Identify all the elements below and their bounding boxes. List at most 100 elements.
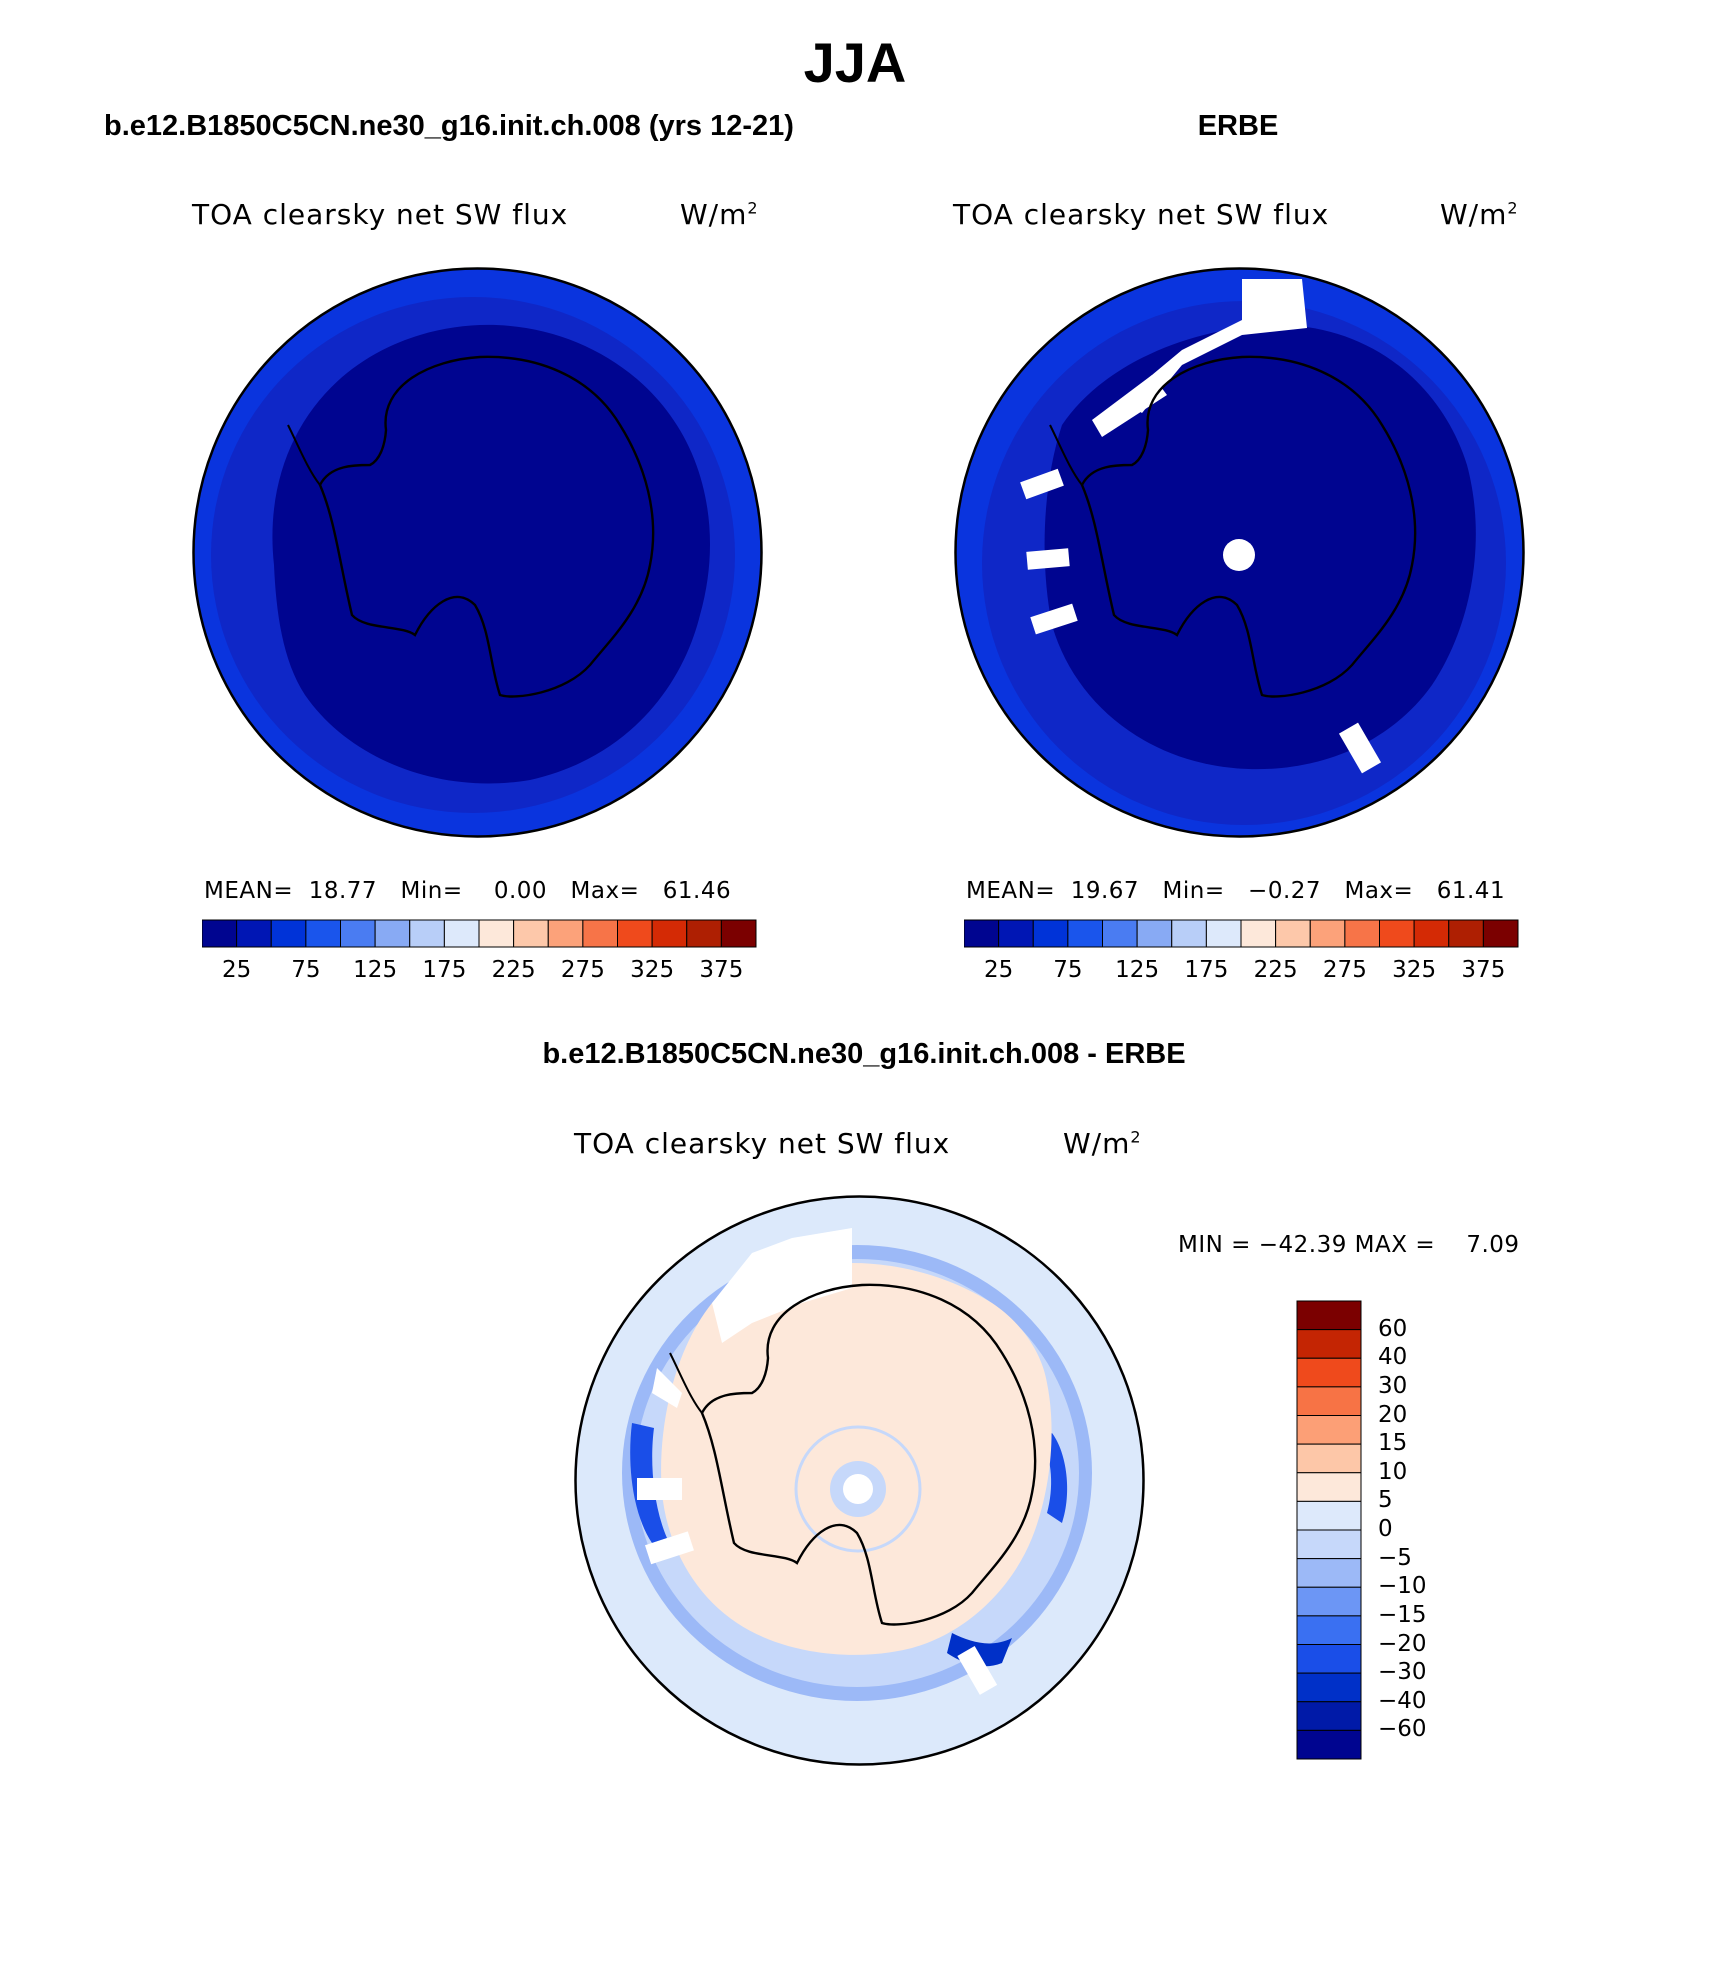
colorbar-swatch	[547, 919, 584, 948]
colorbar-swatch	[443, 919, 480, 948]
colorbar-tick-label: −15	[1378, 1601, 1427, 1628]
colorbar-tick-label: 325	[1392, 957, 1437, 983]
colorbar-tick-label: 30	[1378, 1372, 1408, 1399]
colorbar-swatch	[513, 919, 549, 948]
colorbar-swatch	[1379, 919, 1415, 948]
panel1-variable-label: TOA clearsky net SW flux	[192, 198, 569, 231]
panel2-missing-data	[1020, 468, 1064, 500]
colorbar-swatch	[1448, 919, 1484, 948]
figure-title: JJA	[803, 31, 907, 94]
colorbar-swatch	[1296, 1615, 1362, 1645]
panel3-polar-map	[574, 1195, 1145, 1766]
panel3-missing-data	[652, 1368, 682, 1408]
colorbar-tick-label: 175	[422, 957, 467, 983]
colorbar-tick-label: 10	[1378, 1458, 1408, 1485]
colorbar-tick-label: 375	[699, 957, 744, 983]
panel1-inner-field	[272, 324, 710, 784]
colorbar-tick-label: −10	[1378, 1573, 1427, 1600]
colorbar-swatch	[1482, 919, 1519, 948]
panel3-units: W/m2	[1063, 1127, 1142, 1160]
panel3-missing-data	[637, 1478, 682, 1500]
panel1-antarctica-coastline	[318, 355, 655, 698]
colorbar-tick-label: 125	[1115, 957, 1160, 983]
panel1-polar-map	[192, 267, 763, 838]
colorbar-tick-label: −20	[1378, 1630, 1427, 1657]
panel3-missing-data-pole	[843, 1474, 873, 1504]
panel2-inner-field	[1044, 325, 1476, 770]
colorbar-swatch	[1309, 919, 1346, 948]
colorbar-tick-label: 5	[1378, 1487, 1393, 1514]
panel2-map-border	[954, 267, 1525, 838]
colorbar-swatch	[1296, 1586, 1362, 1617]
colorbar-swatch	[686, 919, 722, 948]
panel3-title: b.e12.B1850C5CN.ne30_g16.init.ch.008 - E…	[542, 1038, 1186, 1070]
panel2-missing-data	[1026, 548, 1070, 570]
colorbar-tick-label: 75	[291, 957, 321, 983]
colorbar-swatch	[1296, 1672, 1362, 1703]
colorbar-tick-label: 15	[1378, 1430, 1408, 1457]
colorbar-swatch	[374, 919, 411, 948]
colorbar-tick-label: 60	[1378, 1315, 1408, 1342]
colorbar-swatch	[1296, 1415, 1362, 1445]
colorbar-swatch	[1296, 1529, 1362, 1560]
colorbar-swatch	[1413, 919, 1450, 948]
colorbar-tick-label: 275	[1322, 957, 1367, 983]
panel3-peninsula-coastline	[669, 1352, 703, 1414]
panel1-units: W/m2	[680, 198, 759, 231]
colorbar-swatch	[1296, 1729, 1362, 1760]
colorbar-swatch	[1296, 1500, 1362, 1531]
colorbar-swatch	[1171, 919, 1207, 948]
panel2-missing-data	[1338, 722, 1382, 774]
colorbar-swatch	[1205, 919, 1242, 948]
panel2-colorbar	[964, 919, 1519, 948]
colorbar-swatch	[270, 919, 307, 948]
panel3-missing-data	[712, 1228, 852, 1343]
colorbar-swatch	[1296, 1386, 1362, 1416]
colorbar-tick-label: 375	[1461, 957, 1506, 983]
panel2-missing-data-pole	[1223, 539, 1255, 571]
colorbar-swatch	[1296, 1443, 1362, 1474]
colorbar-tick-label: 175	[1184, 957, 1229, 983]
colorbar-tick-label: 225	[491, 957, 536, 983]
colorbar-swatch	[1296, 1701, 1362, 1731]
colorbar-swatch	[720, 919, 757, 948]
panel3-variable-label: TOA clearsky net SW flux	[574, 1127, 951, 1160]
panel2-units: W/m2	[1440, 198, 1519, 231]
colorbar-swatch	[409, 919, 445, 948]
colorbar-tick-label: −30	[1378, 1659, 1427, 1686]
panel2-variable-label: TOA clearsky net SW flux	[953, 198, 1330, 231]
colorbar-tick-label: −5	[1378, 1544, 1412, 1571]
colorbar-swatch	[1240, 919, 1277, 948]
panel3-positive-region	[661, 1263, 1052, 1655]
panel2-stats: MEAN= 19.67 Min= −0.27 Max= 61.41	[966, 878, 1506, 904]
colorbar-tick-label: 75	[1053, 957, 1083, 983]
panel2-antarctica-coastline	[1080, 355, 1417, 698]
colorbar-swatch	[1032, 919, 1069, 948]
panel1-peninsula-coastline	[287, 424, 321, 486]
colorbar-swatch	[1296, 1357, 1362, 1388]
colorbar-tick-label: 275	[560, 957, 605, 983]
panel2-missing-data	[1122, 279, 1307, 413]
colorbar-swatch	[305, 919, 341, 948]
panel2-peninsula-coastline	[1049, 424, 1083, 486]
panel3-missing-data	[957, 1645, 998, 1695]
colorbar-swatch	[1296, 1644, 1362, 1674]
panel2-missing-data	[1092, 375, 1167, 437]
colorbar-tick-label: 40	[1378, 1344, 1408, 1371]
panel1-colorbar	[202, 919, 757, 948]
colorbar-tick-label: −60	[1378, 1716, 1427, 1743]
panel3-map-border	[574, 1195, 1145, 1766]
panel3-missing-data	[644, 1531, 694, 1565]
colorbar-swatch	[1344, 919, 1380, 948]
colorbar-tick-label: 225	[1253, 957, 1298, 983]
panel2-polar-map	[954, 267, 1525, 838]
colorbar-swatch	[1296, 1300, 1362, 1331]
colorbar-swatch	[1067, 919, 1103, 948]
colorbar-swatch	[617, 919, 653, 948]
colorbar-swatch	[236, 919, 272, 948]
colorbar-swatch	[582, 919, 618, 948]
colorbar-tick-label: 25	[983, 957, 1014, 983]
panel1-title: b.e12.B1850C5CN.ne30_g16.init.ch.008 (yr…	[104, 110, 794, 142]
colorbar-swatch	[1102, 919, 1138, 948]
colorbar-swatch	[1275, 919, 1311, 948]
